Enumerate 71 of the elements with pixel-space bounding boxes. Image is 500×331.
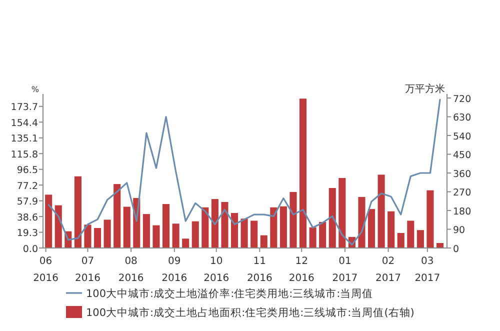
bar [211, 199, 218, 248]
y-tick-label: 173.7 [10, 102, 38, 114]
y2-tick-label: 720 [453, 94, 472, 105]
bar [192, 221, 199, 248]
bar [299, 98, 307, 248]
bar [123, 206, 130, 248]
bar [328, 188, 336, 248]
legend-item: 100大中城市:成交土地占地面积:住宅类用地:三线城市:当周值(右轴) [66, 306, 414, 319]
bar [152, 225, 160, 248]
x-tick-label: 07 2016 [75, 256, 100, 284]
bar [114, 184, 121, 248]
x-tick-label: 11 2016 [246, 256, 272, 284]
legend-item: 100大中城市:成交土地溢价率:住宅类用地:三线城市:当周值 [66, 288, 374, 300]
bar [388, 211, 395, 248]
x-tick-label: 03 2017 [414, 256, 440, 284]
bar [162, 204, 170, 248]
y-axis-title: % [31, 85, 40, 94]
bar [74, 176, 82, 248]
bar [142, 214, 150, 248]
bar [230, 213, 238, 248]
x-tick-label: 02 2017 [376, 256, 402, 284]
y-tick-label: 19.3 [16, 228, 38, 240]
bar [202, 207, 209, 248]
y-tick-label: 115.8 [10, 149, 38, 160]
bar [260, 235, 268, 248]
bar [94, 228, 102, 248]
bar [250, 220, 258, 248]
bar [240, 218, 248, 248]
bar [358, 196, 366, 248]
y2-tick-label: 270 [453, 188, 472, 199]
y2-axis-title: 万平方米 [405, 83, 445, 95]
y2-tick-label: 180 [453, 206, 472, 218]
y-tick-label: 96.5 [16, 165, 38, 176]
y-tick-label: 77.2 [16, 180, 38, 192]
bar [45, 194, 52, 248]
bar [290, 192, 297, 248]
x-tick-label: 06 2016 [33, 256, 59, 284]
x-tick-label: 09 2016 [162, 256, 188, 284]
bar [426, 190, 434, 248]
y2-tick-label: 540 [453, 131, 472, 142]
y2-tick-label: 360 [453, 168, 472, 180]
bar [309, 227, 316, 248]
bar [407, 220, 414, 248]
bar [280, 206, 287, 248]
y-tick-label: 154.4 [10, 118, 38, 129]
x-tick-label: 10 2016 [204, 256, 230, 284]
bar [54, 205, 62, 248]
bar [319, 222, 326, 248]
bar [416, 230, 424, 248]
bar [221, 202, 228, 248]
bar [172, 224, 180, 248]
bar [338, 178, 346, 248]
line-series [48, 98, 441, 246]
bar [378, 174, 385, 248]
y-tick-label: 38.6 [16, 212, 38, 224]
x-tick-label: 12 2016 [288, 256, 314, 284]
y2-tick-label: 450 [453, 150, 472, 162]
bar [397, 233, 404, 248]
y-tick-label: 57.9 [16, 196, 38, 208]
y-tick-label: 0.0 [22, 244, 38, 255]
x-tick-label: 08 2016 [118, 256, 144, 284]
bar [104, 220, 111, 248]
y-tick-label: 135.1 [10, 134, 38, 145]
bar [182, 238, 190, 248]
bar [368, 209, 376, 248]
y2-tick-label: 90 [453, 225, 466, 236]
bar [270, 207, 278, 248]
x-tick-label: 01 2017 [332, 256, 358, 284]
y2-tick-label: 630 [453, 112, 472, 124]
bar [84, 224, 92, 248]
y2-tick-label: 0 [453, 244, 460, 255]
